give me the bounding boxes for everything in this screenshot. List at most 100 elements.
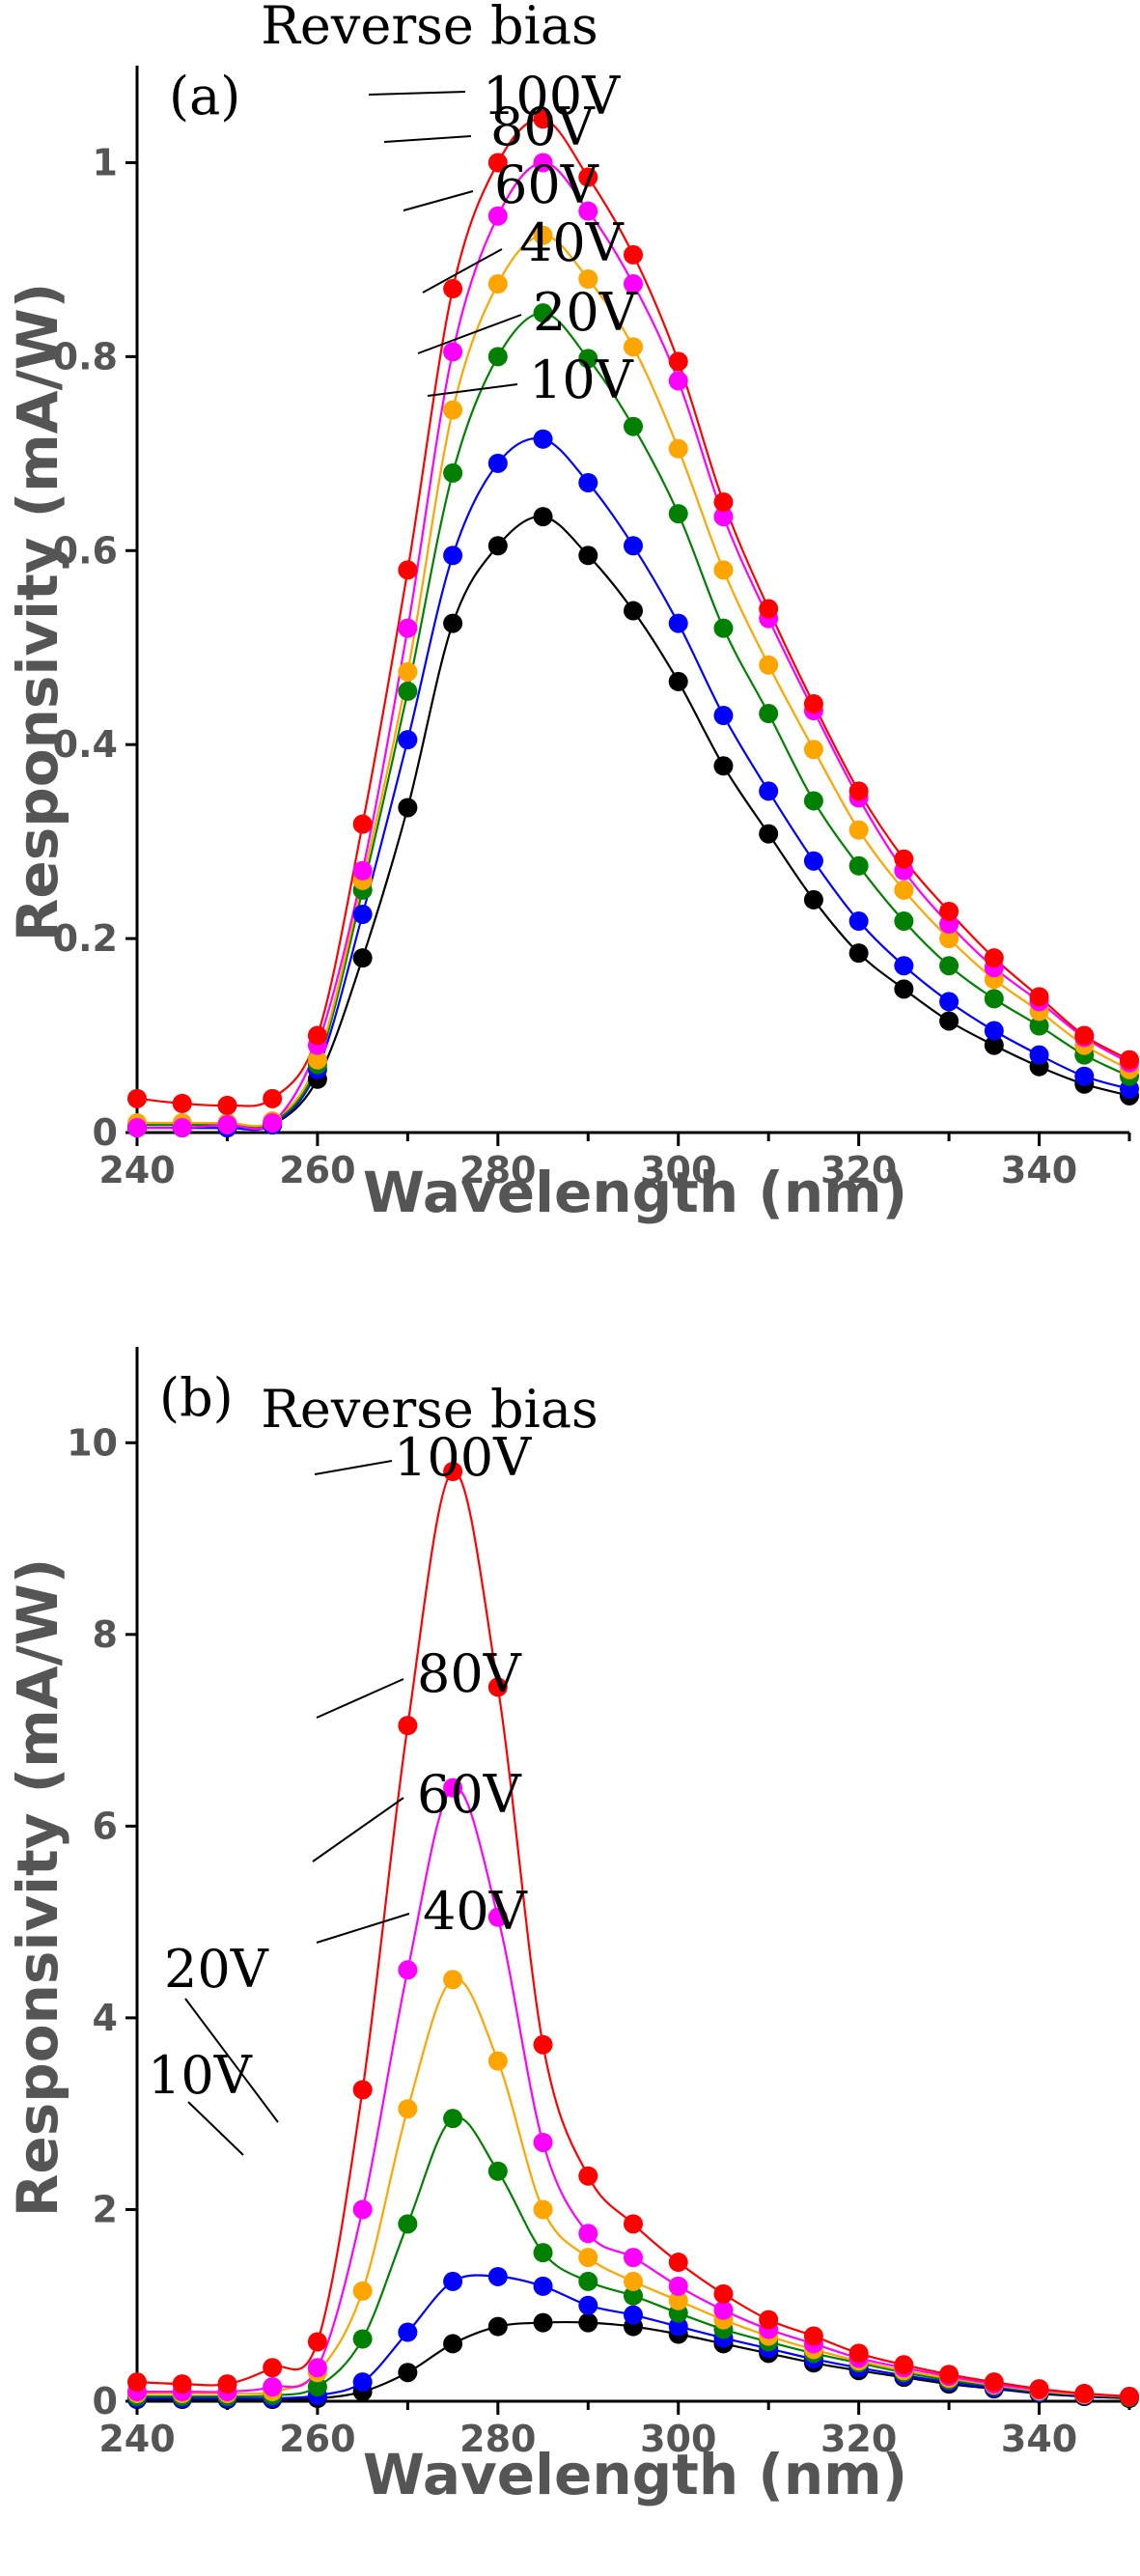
data-point — [443, 1462, 463, 1482]
panel-label: (a) — [169, 66, 240, 126]
x-tick-label: 320 — [820, 1149, 897, 1191]
data-point — [443, 279, 463, 299]
x-axis-title: Wavelength (nm) — [363, 1160, 907, 1225]
data-point — [624, 601, 643, 621]
data-point — [443, 400, 463, 420]
data-point — [713, 618, 734, 638]
data-point — [578, 2271, 598, 2291]
data-point — [533, 2276, 553, 2296]
data-point — [578, 2295, 598, 2315]
data-point — [668, 2253, 688, 2273]
data-point — [1074, 1025, 1095, 1046]
data-point — [713, 2283, 734, 2304]
data-point — [263, 2377, 283, 2397]
data-point — [352, 948, 373, 968]
data-point — [217, 1114, 237, 1134]
data-point — [443, 342, 463, 362]
series-markers-100V — [127, 109, 1139, 1115]
data-point — [894, 956, 914, 976]
data-point — [307, 1050, 327, 1070]
data-point — [624, 244, 643, 265]
data-point — [443, 2109, 463, 2129]
y-tick-label: 2 — [93, 2188, 118, 2230]
series-label-60V: 60V — [417, 1764, 522, 1825]
data-point — [127, 1088, 147, 1108]
leader-line-10V — [427, 383, 518, 397]
chart-panel-a: 0 0.2 0.4 0.6 0.8 1 240 260 280 300 320 340 Waveleng… — [5, 0, 1139, 1225]
data-point — [263, 1088, 283, 1108]
data-point — [127, 2372, 147, 2393]
data-point — [713, 756, 734, 776]
series-label-40V: 40V — [423, 1881, 528, 1942]
data-point — [578, 2248, 598, 2268]
data-point — [939, 2365, 959, 2385]
data-point — [668, 2276, 688, 2296]
data-point — [668, 2316, 688, 2337]
x-tick-label: 260 — [279, 2418, 355, 2460]
data-point — [398, 2214, 418, 2234]
data-point — [487, 453, 508, 473]
data-point — [398, 618, 418, 638]
y-tick-label: 1 — [93, 141, 118, 183]
leader-line-40V — [316, 1913, 410, 1944]
data-point — [352, 2372, 373, 2393]
data-point — [1120, 2387, 1139, 2407]
leader-line-10V — [187, 2101, 244, 2156]
data-point — [398, 730, 418, 750]
data-point — [443, 1778, 463, 1798]
data-point — [578, 2312, 598, 2333]
y-tick-label: 0.2 — [53, 917, 118, 960]
data-point — [759, 655, 779, 675]
data-point — [443, 613, 463, 633]
series-label-10V: 10V — [148, 2045, 253, 2106]
y-tick-label: 0.6 — [53, 529, 118, 572]
leader-line-60V — [312, 1797, 404, 1862]
x-tick-label: 240 — [98, 1149, 175, 1191]
series-line-80V — [136, 161, 1130, 1131]
series-line-60V — [137, 234, 1130, 1128]
data-point — [217, 2374, 237, 2394]
data-point — [398, 798, 418, 818]
y-tick-label: 0.8 — [53, 335, 118, 378]
data-point — [848, 2343, 869, 2364]
data-point — [172, 1093, 192, 1113]
y-tick-label: 0 — [93, 2380, 118, 2422]
data-point — [939, 929, 959, 949]
panel-label: (b) — [159, 1367, 234, 1428]
data-point — [443, 2334, 463, 2354]
series-label-20V: 20V — [164, 1939, 269, 2000]
data-point — [443, 546, 463, 566]
data-point — [263, 1112, 283, 1133]
data-point — [533, 429, 553, 449]
data-point — [894, 2355, 914, 2375]
data-point — [713, 507, 734, 527]
data-point — [352, 2329, 373, 2349]
data-point — [894, 911, 914, 932]
leader-line-100V — [314, 1460, 393, 1475]
data-point — [848, 781, 869, 801]
data-point — [487, 274, 508, 294]
data-point — [487, 1907, 508, 1927]
y-tick-label: 4 — [93, 1997, 118, 2039]
data-point — [533, 153, 553, 173]
series-markers-40V — [127, 303, 1139, 1134]
data-point — [984, 948, 1004, 968]
data-point — [398, 681, 418, 701]
data-point — [1029, 1016, 1049, 1036]
x-tick-label: 340 — [1001, 2418, 1077, 2460]
data-point — [443, 462, 463, 483]
data-point — [803, 889, 823, 910]
data-point — [759, 781, 779, 801]
data-point — [668, 2290, 688, 2310]
data-point — [487, 536, 508, 556]
legend-title: Reverse bias — [261, 1379, 598, 1440]
data-point — [533, 507, 553, 527]
data-point — [1029, 987, 1049, 1007]
data-point — [624, 2214, 643, 2234]
data-point — [307, 2358, 327, 2378]
data-point — [487, 2161, 508, 2181]
y-axis-title: Responsivity (mA/W) — [5, 1558, 70, 2218]
series-markers-60V — [127, 1970, 1139, 2407]
data-point — [578, 2224, 598, 2244]
